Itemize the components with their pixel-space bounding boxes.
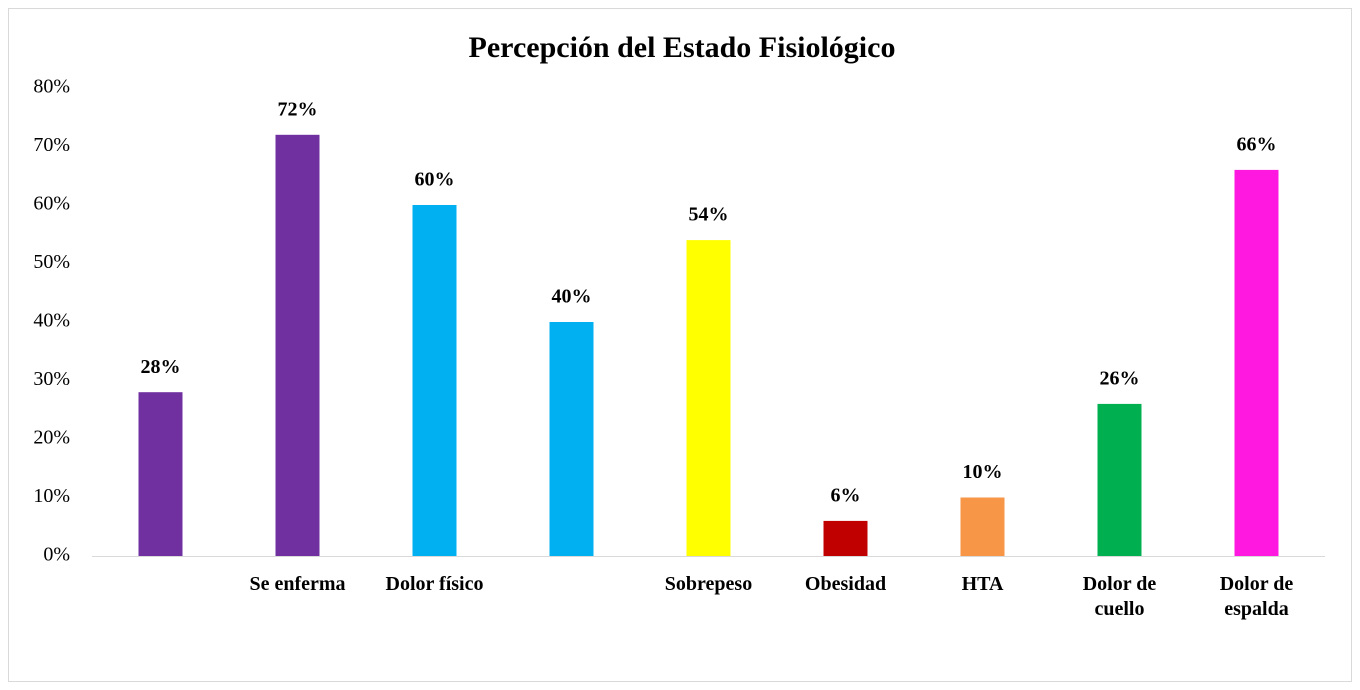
- bar: [960, 497, 1005, 556]
- y-tick-label: 60%: [33, 193, 70, 215]
- x-tick-label: Dolor de cuello: [1082, 573, 1157, 620]
- y-tick-label: 10%: [33, 485, 70, 507]
- chart-title: Percepción del Estado Fisiológico: [469, 31, 896, 64]
- bar: [1234, 169, 1279, 556]
- y-tick-label: 20%: [33, 427, 70, 449]
- x-tick-label: Dolor de espalda: [1219, 573, 1294, 620]
- bar: [275, 134, 320, 557]
- value-label: 66%: [1237, 133, 1277, 155]
- y-tick-label: 80%: [33, 76, 70, 98]
- value-label: 10%: [963, 461, 1003, 483]
- bar: [549, 322, 594, 556]
- x-tick-label: HTA: [961, 573, 1004, 595]
- y-tick-label: 70%: [33, 134, 70, 156]
- x-tick-label: Se enferma: [249, 573, 346, 595]
- bar: [1097, 403, 1142, 556]
- value-label: 72%: [278, 98, 318, 120]
- bar: [412, 205, 457, 556]
- chart-border: [8, 8, 1352, 682]
- x-tick-label: Obesidad: [804, 573, 887, 595]
- value-label: 28%: [141, 356, 181, 378]
- y-tick-label: 0%: [43, 544, 70, 566]
- value-label: 40%: [552, 286, 592, 308]
- bar: [138, 392, 183, 556]
- y-tick-label: 30%: [33, 368, 70, 390]
- value-label: 6%: [831, 484, 861, 506]
- bar: [823, 520, 868, 556]
- value-label: 54%: [689, 204, 729, 226]
- y-tick-label: 40%: [33, 310, 70, 332]
- y-tick-label: 50%: [33, 251, 70, 273]
- value-label: 60%: [415, 169, 455, 191]
- value-label: 26%: [1100, 367, 1140, 389]
- x-tick-label: Sobrepeso: [664, 573, 753, 595]
- bar: [686, 240, 731, 556]
- x-tick-label: Dolor físico: [385, 573, 484, 595]
